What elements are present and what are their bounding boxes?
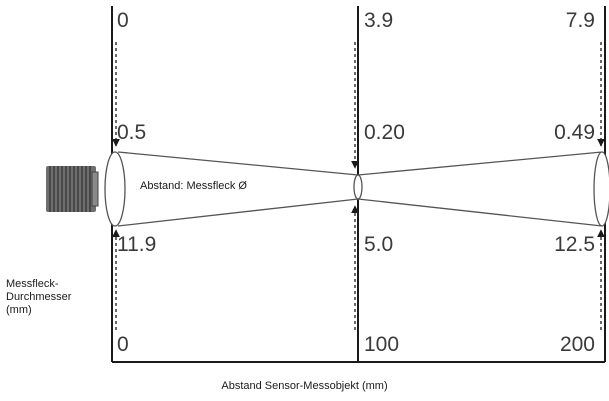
lower-spot-right: 12.5 <box>554 233 595 256</box>
bottom-distance-right: 200 <box>559 333 595 356</box>
sensor-head-icon <box>46 166 99 212</box>
y-axis-caption-line-3: (mm) <box>6 304 32 317</box>
spot-ellipse-middle <box>353 174 363 200</box>
bottom-distance-left: 0 <box>117 333 129 356</box>
x-axis-caption: Abstand Sensor-Messobjekt (mm) <box>221 380 388 392</box>
bottom-distance-middle: 100 <box>364 333 400 356</box>
lower-spot-middle: 5.0 <box>364 233 394 256</box>
upper-spot-left: 0.5 <box>117 121 147 144</box>
beam-caption: Abstand: Messfleck Ø <box>140 180 247 192</box>
spot-ellipse-right <box>593 151 609 227</box>
top-distance-left: 0 <box>117 9 129 32</box>
dimension-arrows <box>112 42 605 330</box>
upper-spot-middle: 0.20 <box>364 121 405 144</box>
top-distance-right: 7.9 <box>565 9 595 32</box>
upper-spot-right: 0.49 <box>554 121 595 144</box>
top-distance-middle: 3.9 <box>364 9 394 32</box>
y-axis-caption-line-2: Durchmesser <box>6 291 72 304</box>
y-axis-caption: Messfleck- Durchmesser (mm) <box>6 278 86 318</box>
spot-ellipse-left <box>104 151 126 227</box>
measurement-beam <box>104 151 609 227</box>
lower-spot-left: 11.9 <box>117 233 157 256</box>
y-axis-caption-line-1: Messfleck- <box>6 278 59 290</box>
